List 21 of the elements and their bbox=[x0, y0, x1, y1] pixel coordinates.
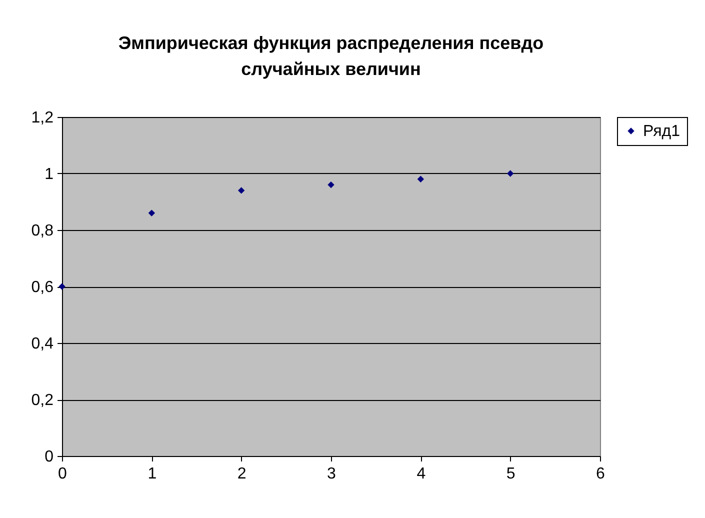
point bbox=[148, 210, 156, 216]
y-tick-label: 0,4 bbox=[31, 336, 54, 352]
point bbox=[506, 170, 514, 177]
chart-title: Эмпирическая функция распределения псевдо случайных величин bbox=[118, 33, 544, 79]
x-tick-label: 5 bbox=[506, 466, 516, 482]
y-tick-label: 0 bbox=[44, 448, 54, 466]
x-tick-label: 2 bbox=[237, 466, 246, 482]
point bbox=[417, 176, 424, 183]
legend-label: Ряд1 bbox=[643, 123, 680, 140]
y-tick-label: 0,2 bbox=[31, 392, 54, 409]
point bbox=[328, 181, 334, 188]
x-tick-label: 4 bbox=[416, 466, 426, 482]
x-tick-label: 0 bbox=[58, 466, 68, 482]
y-tick-label: 0,6 bbox=[31, 279, 54, 296]
x-tick-label: 3 bbox=[327, 466, 336, 482]
y-tick-label: 1 bbox=[44, 166, 54, 183]
point bbox=[238, 187, 245, 194]
y-tick-label: 1,2 bbox=[31, 110, 54, 126]
y-tick-label: 0,8 bbox=[31, 222, 54, 240]
x-tick-label: 1 bbox=[148, 466, 157, 482]
x-tick-label: 6 bbox=[596, 466, 606, 482]
